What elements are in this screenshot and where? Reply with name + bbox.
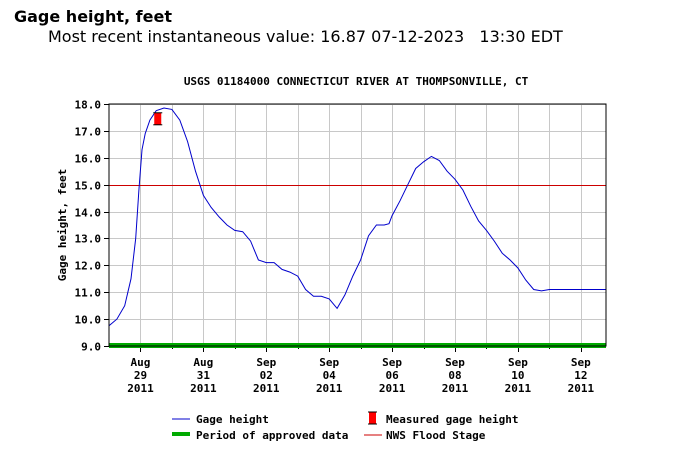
legend-approved-swatch (172, 432, 190, 436)
x-tick-label: 08 (448, 369, 461, 382)
x-tick-label: 2011 (127, 382, 154, 395)
y-axis-label: Gage height, feet (56, 169, 69, 282)
y-tick-label: 16.0 (75, 153, 102, 166)
x-tick-label: Sep (445, 356, 465, 369)
x-tick-label: 2011 (568, 382, 595, 395)
y-tick-label: 12.0 (75, 260, 102, 273)
x-tick-label: 02 (260, 369, 273, 382)
x-tick-label: 10 (511, 369, 524, 382)
x-tick-label: Sep (319, 356, 339, 369)
x-tick-label: 2011 (253, 382, 280, 395)
x-tick-label: 12 (574, 369, 587, 382)
x-tick-label: Sep (571, 356, 591, 369)
y-tick-label: 15.0 (75, 180, 102, 193)
y-tick-label: 11.0 (75, 287, 102, 300)
x-tick-label: Aug (193, 356, 213, 369)
recent-value-line: Most recent instantaneous value: 16.87 0… (48, 27, 563, 46)
measured-point (153, 112, 163, 126)
x-tick-label: Sep (256, 356, 276, 369)
measured-points (153, 112, 163, 126)
y-tick-label: 10.0 (75, 314, 102, 327)
x-tick-label: 29 (134, 369, 147, 382)
legend: Gage height Measured gage height Period … (172, 411, 518, 442)
x-tick-label: 2011 (190, 382, 217, 395)
y-tick-label: 13.0 (75, 233, 102, 246)
chart-title: USGS 01184000 CONNECTICUT RIVER AT THOMP… (184, 75, 529, 88)
gage-height-line (108, 107, 606, 327)
y-tick-label: 14.0 (75, 207, 102, 220)
x-tick-label: 31 (197, 369, 211, 382)
x-axis-ticks: Aug292011Aug312011Sep022011Sep042011Sep0… (127, 346, 594, 395)
recent-value-time: 13:30 EDT (479, 27, 563, 46)
legend-measured-label: Measured gage height (386, 413, 518, 426)
x-tick-label: 04 (323, 369, 337, 382)
legend-approved-label: Period of approved data (196, 429, 348, 442)
x-tick-label: 06 (385, 369, 399, 382)
x-tick-label: 2011 (379, 382, 406, 395)
y-tick-label: 17.0 (75, 126, 102, 139)
legend-flood-label: NWS Flood Stage (386, 429, 486, 442)
legend-measured-swatch (368, 411, 377, 425)
x-tick-label: 2011 (316, 382, 343, 395)
x-tick-label: 2011 (505, 382, 532, 395)
recent-value-label: Most recent instantaneous value: (48, 27, 316, 46)
page-title: Gage height, feet (14, 7, 172, 26)
x-tick-label: Sep (382, 356, 402, 369)
recent-value-date: 07-12-2023 (371, 27, 465, 46)
x-tick-label: Aug (131, 356, 151, 369)
recent-value: 16.87 (320, 27, 367, 46)
y-tick-label: 9.0 (81, 341, 101, 354)
grid (109, 104, 606, 347)
x-tick-label: Sep (508, 356, 528, 369)
y-axis-ticks: 9.0 10.0 11.0 12.0 13.0 14.0 15.0 16.0 17.0 18.0 (75, 99, 109, 354)
legend-gage-height-label: Gage height (196, 413, 269, 426)
plot-frame (108, 103, 607, 347)
x-tick-label: 2011 (442, 382, 469, 395)
y-tick-label: 18.0 (75, 99, 102, 112)
